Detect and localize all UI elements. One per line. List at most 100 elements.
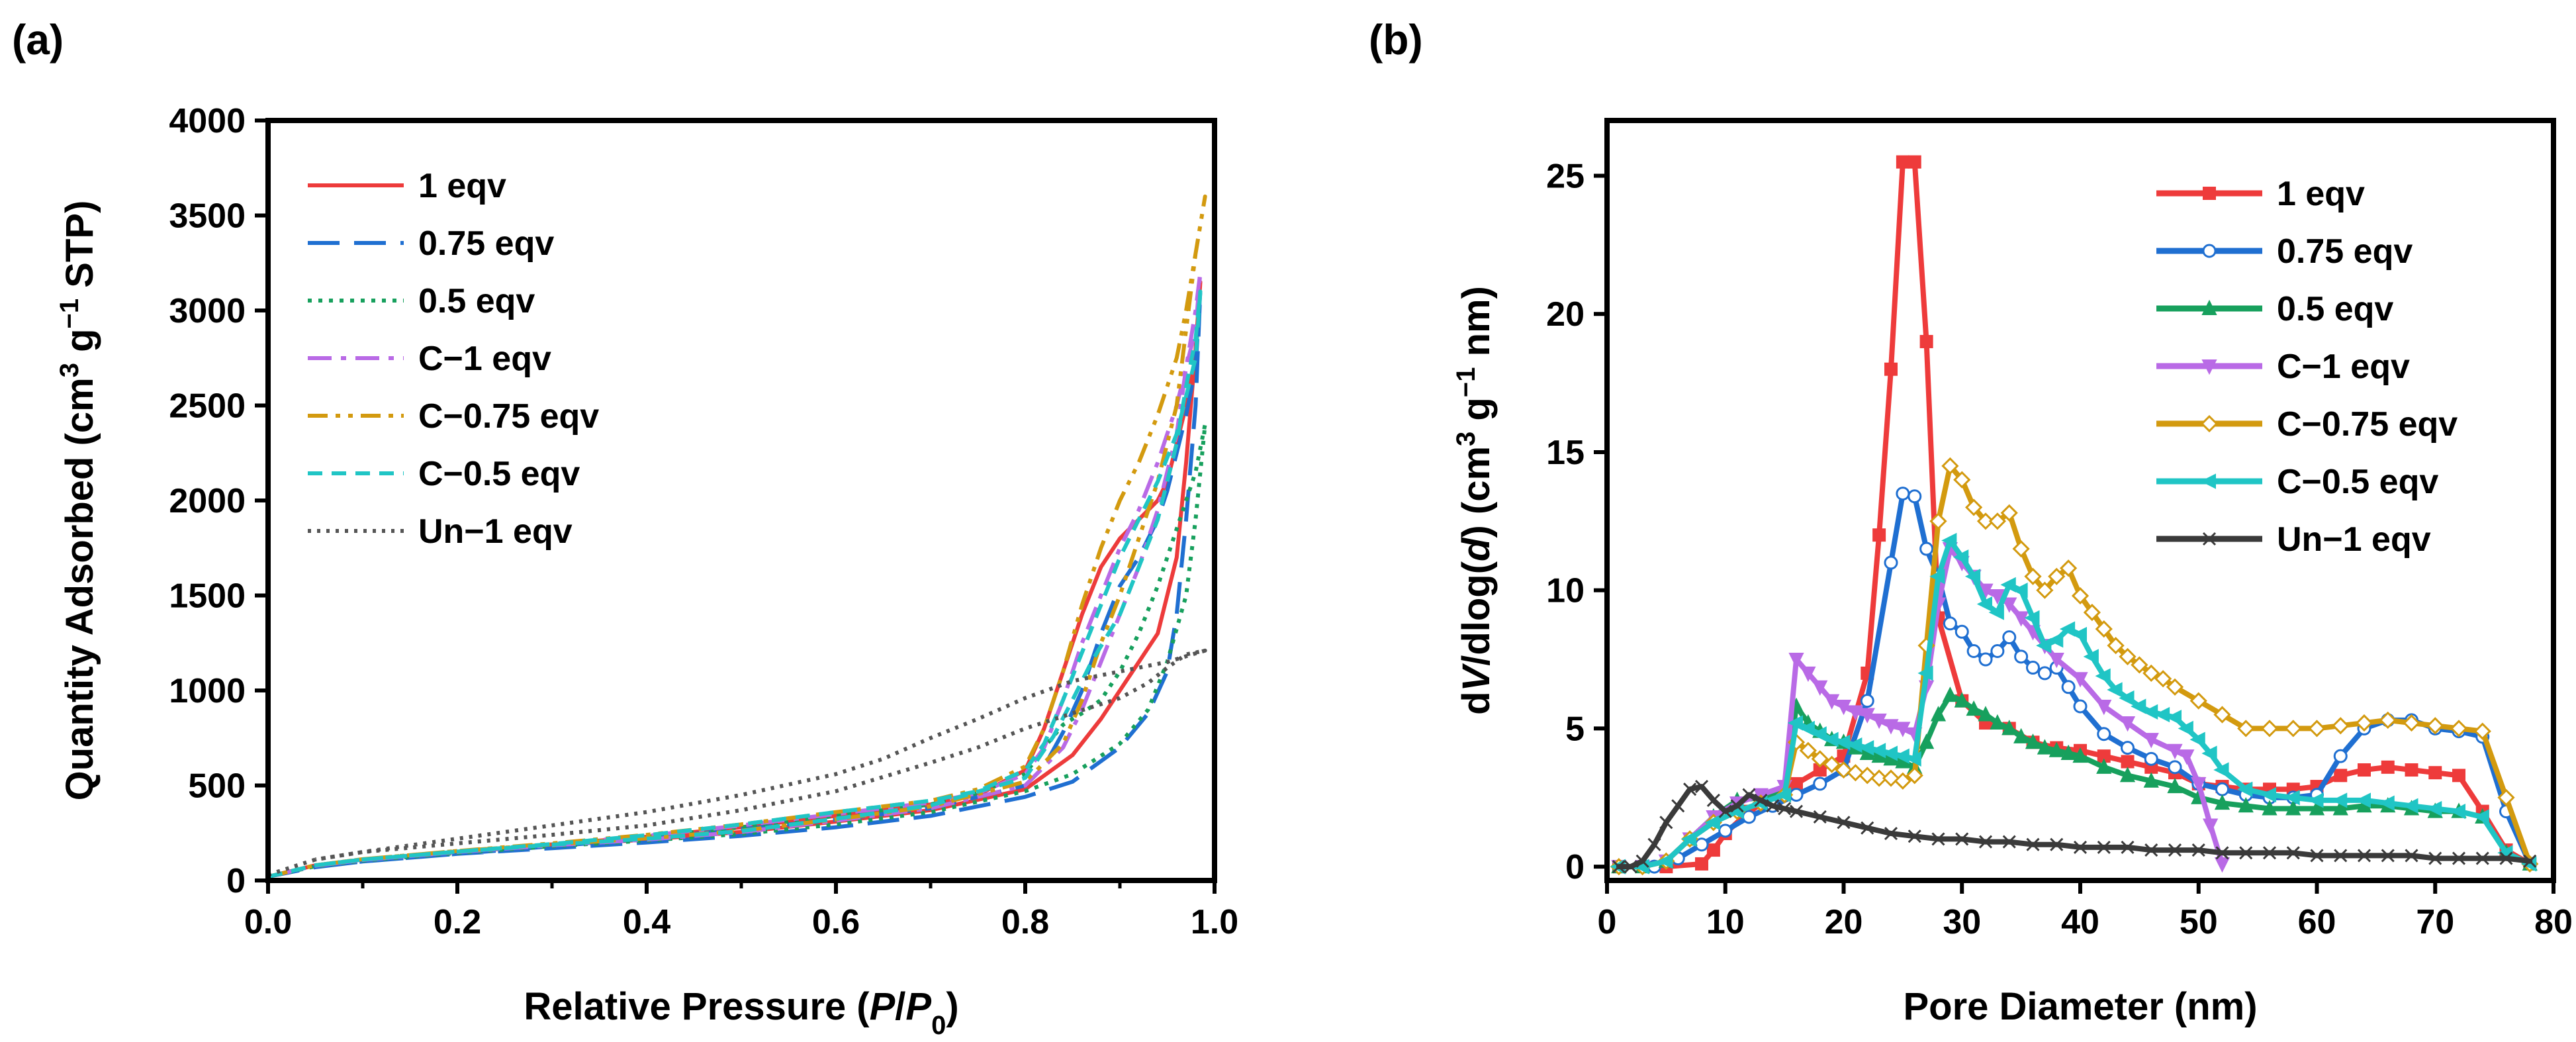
b-c-1-eqv-marker: [1847, 705, 1863, 721]
b-un-1-eqv-marker: [1647, 837, 1661, 851]
b-c-0-75-eqv-marker: [2284, 720, 2302, 737]
b-c-0-75-eqv-marker: [1835, 761, 1853, 779]
b-c-0-5-eqv-marker: [1775, 786, 1792, 803]
b-un-1-eqv-marker: [2168, 843, 2182, 857]
b-c-0-5-eqv-marker: [1941, 532, 1957, 549]
b-c-0-5-eqv-marker: [2308, 792, 2324, 808]
panel-a-frame: [265, 118, 1217, 883]
panel-b-xlabel: Pore Diameter (nm): [1903, 985, 2257, 1028]
a-series-0-75-eqv: [267, 289, 1203, 879]
b-ytick-label: 25: [1546, 157, 1585, 195]
b-un-1-eqv-marker: [1813, 810, 1827, 824]
b-c-0-5-eqv-marker: [1823, 732, 1839, 747]
b-c-1-eqv-marker: [1859, 708, 1875, 724]
b-un-1-eqv-marker: [1659, 816, 1673, 829]
b-0-75-eqv-marker: [1978, 652, 1993, 667]
b-1-eqv-marker: [1896, 155, 1909, 169]
b-un-1-eqv-marker: [1884, 826, 1898, 841]
b-c-0-5-eqv-marker: [1870, 743, 1886, 759]
b-1-eqv-marker: [1706, 843, 1720, 857]
b-xtick-label: 20: [1825, 903, 1863, 941]
a-series-c-0-5-eqv: [267, 289, 1203, 879]
b-c-1-eqv-marker: [2072, 672, 2088, 688]
b-1-eqv-marker: [2334, 769, 2348, 782]
a-legend-label: 0.5 eqv: [418, 282, 535, 320]
b-c-0-75-eqv-marker: [2403, 714, 2420, 732]
b-un-1-eqv-marker: [1908, 829, 1921, 843]
b-1-eqv-marker: [1908, 155, 1921, 169]
b-c-0-75-eqv-marker: [2332, 717, 2350, 735]
a-ytick-label: 3000: [169, 292, 246, 330]
a-series-c-0-75-eqv: [267, 194, 1207, 879]
b-c-0-5-eqv-marker: [2237, 781, 2253, 797]
b-0-5-eqv-marker: [1954, 692, 1970, 708]
b-c-0-75-eqv-marker: [2497, 788, 2515, 806]
b-legend-item-c-0-5-eqv: C−0.5 eqv: [2156, 463, 2438, 501]
b-c-0-75-eqv-marker: [1976, 512, 1995, 530]
b-un-1-eqv-marker: [2121, 840, 2135, 854]
b-c-0-5-eqv-marker: [2131, 698, 2146, 714]
b-0-75-eqv-marker: [2144, 751, 2158, 766]
b-0-5-eqv-marker: [2072, 747, 2088, 763]
b-0-75-eqv-marker: [1919, 542, 1934, 556]
b-c-1-eqv-marker: [2143, 733, 2159, 749]
b-0-5-eqv-marker: [1930, 706, 1947, 722]
b-c-0-75-eqv-marker: [2308, 720, 2326, 737]
b-c-0-5-eqv-marker: [2036, 638, 2052, 653]
b-c-0-5-eqv-marker: [2450, 804, 2465, 820]
b-1-eqv-marker: [1919, 334, 1933, 348]
b-c-0-75-eqv-marker: [1882, 769, 1900, 787]
b-un-1-eqv-marker: [2215, 846, 2229, 860]
b-0-75-eqv-marker: [1884, 555, 1898, 570]
b-xtick-label: 30: [1943, 903, 1981, 941]
b-un-1-eqv-marker: [1694, 780, 1709, 794]
b-series-line-0-5-eqv: [1616, 692, 2533, 870]
b-c-0-75-eqv-marker: [1953, 471, 1971, 489]
b-1-eqv-marker: [1872, 528, 1886, 542]
a-ytick-label: 500: [188, 767, 246, 806]
b-0-5-eqv-marker: [2262, 800, 2277, 816]
b-un-1-eqv-marker: [1978, 835, 1993, 849]
a-series-line-c-0-75-eqv: [267, 194, 1207, 879]
b-0-75-eqv-marker: [1955, 624, 1969, 639]
b-c-0-5-eqv-marker: [2201, 745, 2217, 761]
b-legend-label: 0.75 eqv: [2277, 232, 2413, 271]
b-un-1-eqv-marker: [1671, 799, 1685, 813]
b-un-1-eqv-marker: [1612, 860, 1626, 874]
b-legend-label: Un−1 eqv: [2277, 520, 2431, 559]
b-c-0-5-eqv-marker: [2178, 720, 2193, 737]
b-1-eqv-marker: [2405, 763, 2418, 777]
b-0-75-eqv-marker: [2168, 760, 2182, 775]
b-0-75-eqv-marker: [1908, 489, 1922, 504]
b-c-0-5-eqv-marker: [1704, 814, 1720, 830]
b-c-0-75-eqv-marker: [2119, 647, 2137, 665]
b-un-1-eqv-marker: [2286, 846, 2300, 860]
a-legend-item-0-5-eqv: 0.5 eqv: [308, 282, 535, 320]
b-un-1-eqv-marker: [2262, 846, 2277, 860]
b-un-1-eqv-marker: [2026, 837, 2040, 851]
panel-b-legend: 1 eqv 0.75 eqv 0.5 eqv C−1 eqv C−0.75 eqv C−0…: [2156, 175, 2458, 559]
b-c-1-eqv-marker: [2048, 653, 2064, 669]
b-un-1-eqv-marker: [2239, 846, 2253, 860]
b-0-5-eqv-marker: [2048, 741, 2064, 757]
b-0-75-eqv-marker: [1896, 487, 1910, 501]
b-un-1-eqv-marker: [1635, 854, 1649, 868]
a-ytick-label: 3500: [169, 197, 246, 236]
b-0-75-eqv-marker: [1694, 837, 1709, 852]
b-c-0-5-eqv-marker: [2071, 626, 2087, 643]
b-c-0-5-eqv-marker: [1976, 596, 1992, 612]
b-c-1-eqv-marker: [2119, 716, 2136, 732]
b-xtick-label: 40: [2061, 903, 2099, 941]
b-c-0-75-eqv-marker: [2107, 637, 2125, 655]
b-ytick-label: 5: [1565, 710, 1585, 748]
b-c-0-5-eqv-marker: [2012, 583, 2028, 598]
b-c-0-75-eqv-marker: [2060, 559, 2078, 577]
b-c-1-eqv-marker: [2001, 597, 2017, 613]
b-0-5-eqv-marker: [2037, 739, 2052, 755]
b-un-1-eqv-marker: [2144, 843, 2158, 857]
b-0-75-eqv-marker: [2215, 782, 2229, 796]
b-legend-item-un-1-eqv: Un−1 eqv: [2156, 520, 2431, 559]
b-c-1-eqv-marker: [1883, 719, 1899, 735]
b-un-1-eqv-marker: [1742, 788, 1756, 802]
b-ytick-label: 15: [1546, 434, 1585, 472]
